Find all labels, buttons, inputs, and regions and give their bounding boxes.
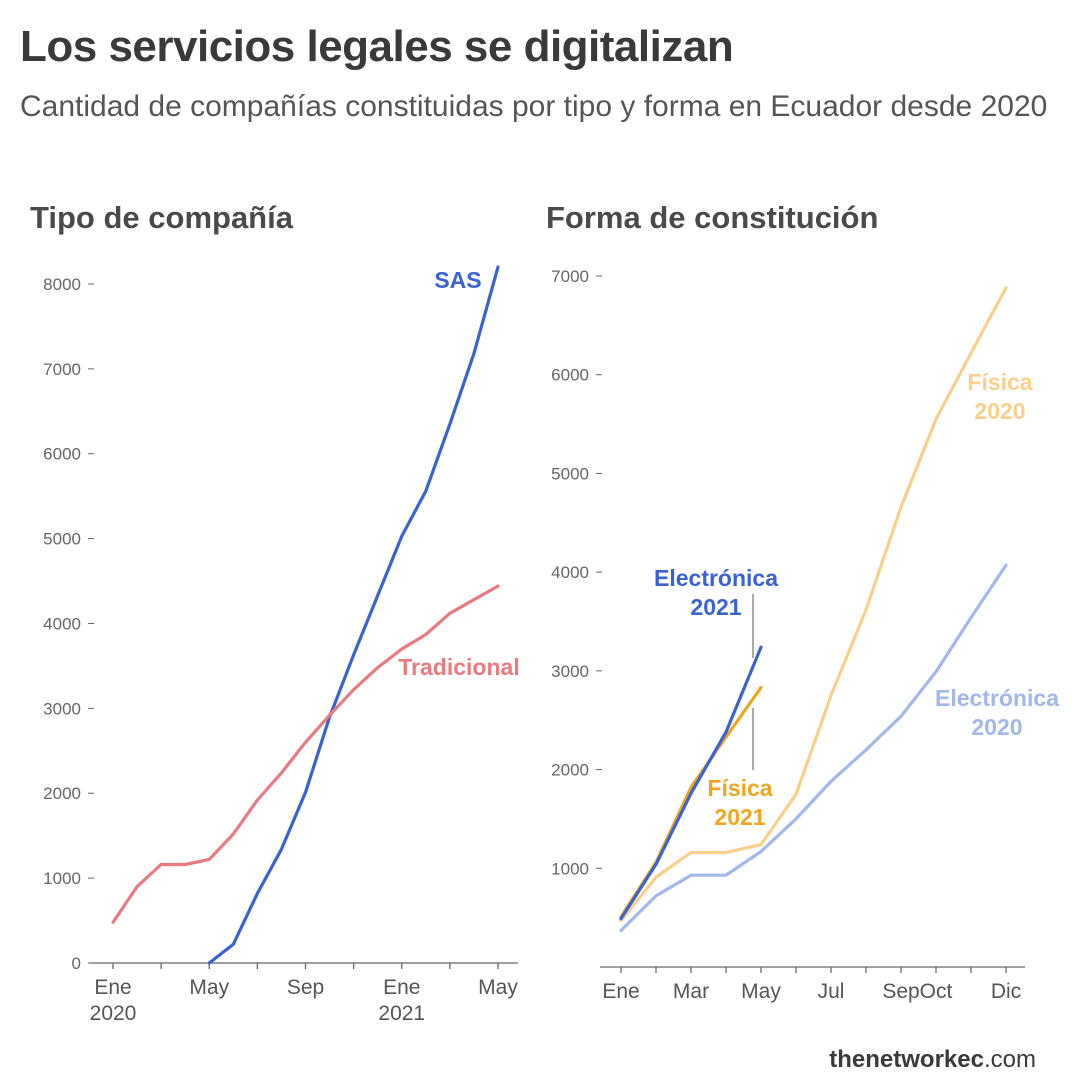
x-tick-label: Dic: [991, 980, 1021, 1003]
y-tick-label: 1000: [43, 869, 81, 888]
series-line-fisica-2021: [619, 685, 763, 919]
series-line-electronica-2021: [619, 645, 763, 921]
credit-bold: thenetworkec: [829, 1046, 984, 1073]
x-tick-label: Oct: [920, 980, 953, 1003]
y-tick-label: 5000: [43, 530, 81, 549]
series-label-line: Física: [967, 369, 1032, 395]
x-tick-label: May: [189, 976, 229, 999]
x-tick-label: Ene: [94, 976, 131, 999]
x-tick-label: Jul: [818, 980, 845, 1003]
series-label-line: 2020: [974, 398, 1025, 424]
series-label-tradicional: Tradicional: [398, 654, 519, 680]
credit-source: thenetworkec.com: [829, 1046, 1036, 1074]
series-label-electronica-2021: Electrónica 2021: [654, 565, 778, 620]
y-tick-label: 8000: [43, 275, 81, 294]
y-tick-label: 4000: [43, 614, 81, 633]
credit-rest: .com: [983, 1046, 1036, 1073]
series-label-line: SAS: [434, 267, 481, 293]
chart-subtitle: Cantidad de compañías constituidas por t…: [20, 90, 1048, 123]
series-label-electronica-2020: Electrónica 2020: [935, 685, 1059, 740]
y-tick-label: 0: [72, 954, 81, 973]
series-label-line: 2020: [971, 714, 1022, 740]
series-label-line: Electrónica: [935, 685, 1059, 711]
series-label-line: 2021: [714, 804, 765, 830]
series-label-fisica-2020: Física 2020: [967, 369, 1032, 424]
x-tick-label-year: 2020: [90, 1002, 137, 1025]
y-tick-label: 2000: [551, 761, 589, 780]
series-label-fisica-2021: Física 2021: [707, 775, 772, 830]
x-tick-label: Sep: [287, 976, 324, 999]
series-line-sas: [207, 265, 500, 965]
x-tick-label: May: [741, 980, 781, 1003]
chart-title: Los servicios legales se digitalizan: [20, 22, 734, 71]
series-label-line: Física: [707, 775, 772, 801]
x-tick-label: Ene: [383, 976, 420, 999]
x-tick-label: Mar: [673, 980, 709, 1003]
x-tick-label: Sep: [882, 980, 919, 1003]
y-tick-label: 5000: [551, 464, 589, 483]
series-label-line: Electrónica: [654, 565, 778, 591]
y-tick-label: 3000: [551, 662, 589, 681]
y-tick-label: 7000: [551, 267, 589, 286]
series-label-sas: SAS: [434, 267, 481, 293]
panel-title-forma: Forma de constitución: [546, 200, 879, 235]
panel-title-tipo: Tipo de compañía: [30, 200, 293, 235]
y-tick-label: 3000: [43, 699, 81, 718]
series-line-tradicional: [111, 584, 500, 924]
y-tick-label: 2000: [43, 784, 81, 803]
y-tick-label: 6000: [551, 366, 589, 385]
x-tick-label: May: [478, 976, 518, 999]
y-tick-label: 4000: [551, 563, 589, 582]
y-tick-label: 6000: [43, 445, 81, 464]
y-tick-label: 1000: [551, 859, 589, 878]
y-tick-label: 7000: [43, 360, 81, 379]
series-label-line: Tradicional: [398, 654, 519, 680]
x-tick-label: Ene: [602, 980, 639, 1003]
series-label-line: 2021: [690, 594, 741, 620]
series-line-fisica-2020: [619, 286, 1008, 923]
x-tick-label-year: 2021: [378, 1002, 425, 1025]
series-line-electronica-2020: [619, 563, 1008, 933]
